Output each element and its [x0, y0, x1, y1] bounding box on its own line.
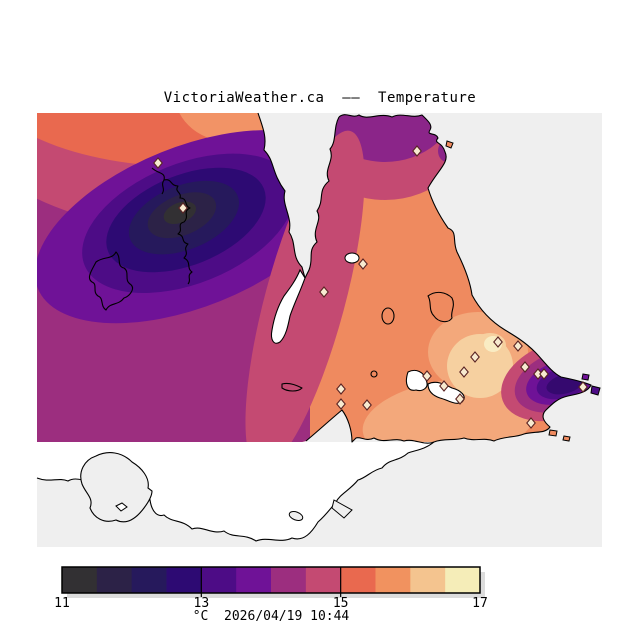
- colorbar-border: [61, 566, 481, 594]
- inlet-nodata-wedge: [257, 112, 360, 344]
- colorbar-tick-label-15: 15: [332, 596, 349, 611]
- colorbar-ticks: [200, 567, 342, 597]
- colorbar-tick-label-17: 17: [472, 596, 488, 611]
- colorbar: [61, 566, 485, 598]
- colorbar-tick-label-11: 11: [54, 596, 70, 611]
- colorbar-segments: [62, 567, 481, 593]
- colorbar-tick-label-13: 13: [193, 596, 210, 611]
- islands: [445, 140, 601, 442]
- coastlines: [88, 114, 592, 444]
- page-title: VictoriaWeather.ca –– Temperature: [163, 90, 477, 106]
- land-outside-data: [36, 441, 435, 542]
- colorbar-caption: °C 2026/04/19 10:44: [192, 609, 350, 624]
